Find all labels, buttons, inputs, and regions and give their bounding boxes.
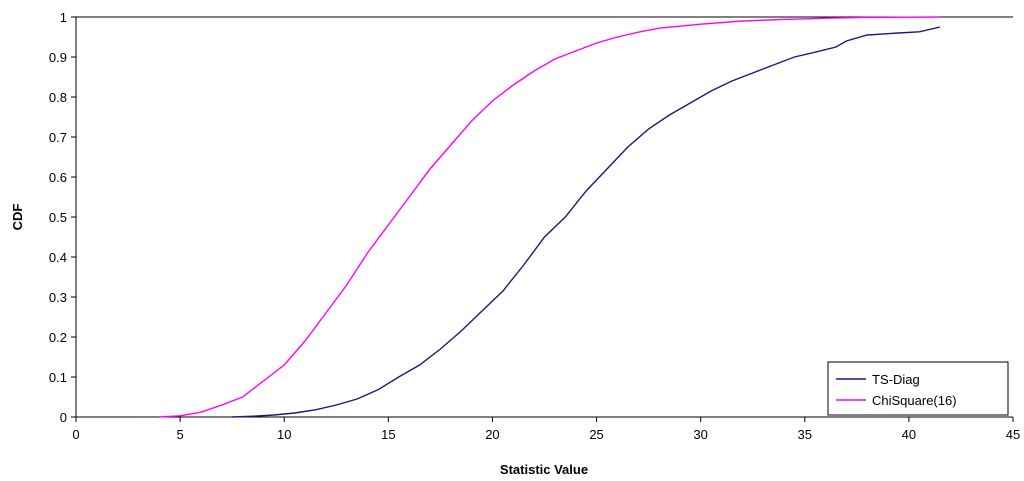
- x-tick-label: 20: [485, 427, 499, 442]
- x-tick-label: 40: [902, 427, 916, 442]
- y-tick-label: 0.8: [49, 90, 67, 105]
- plot-area: [75, 16, 1013, 418]
- legend-label-ts-diag: TS-Diag: [872, 372, 920, 387]
- x-tick-label: 5: [176, 427, 183, 442]
- legend: TS-Diag ChiSquare(16): [827, 361, 1009, 416]
- y-tick-label: 0.9: [49, 50, 67, 65]
- y-tick-label: 0: [60, 410, 67, 425]
- x-tick-label: 0: [72, 427, 79, 442]
- x-tick-label: 25: [589, 427, 603, 442]
- series-line-ts-diag: [232, 26, 941, 418]
- y-tick-label: 0.3: [49, 290, 67, 305]
- x-axis-title: Statistic Value: [500, 462, 588, 477]
- x-tick-label: 10: [277, 427, 291, 442]
- y-tick-label: 0.2: [49, 330, 67, 345]
- y-tick-label: 0.7: [49, 130, 67, 145]
- series-layer: [159, 16, 941, 418]
- legend-box: [827, 361, 1009, 416]
- y-tick-label: 0.4: [49, 250, 67, 265]
- legend-label-chisquare: ChiSquare(16): [872, 393, 957, 408]
- y-tick-label: 0.5: [49, 210, 67, 225]
- x-tick-label: 45: [1006, 427, 1020, 442]
- series-line-chisquare-16: [159, 16, 941, 418]
- y-tick-label: 0.6: [49, 170, 67, 185]
- y-axis: 0 0.1 0.2 0.3 0.4 0.5 0.6 0.7 0.8 0.9 1: [49, 10, 76, 425]
- x-axis: 0 5 10 15 20 25 30 35 40 45: [72, 417, 1020, 442]
- y-tick-label: 0.1: [49, 370, 67, 385]
- y-tick-label: 1: [60, 10, 67, 25]
- y-axis-title: CDF: [10, 204, 25, 231]
- x-tick-label: 15: [381, 427, 395, 442]
- x-tick-label: 35: [798, 427, 812, 442]
- x-tick-label: 30: [693, 427, 707, 442]
